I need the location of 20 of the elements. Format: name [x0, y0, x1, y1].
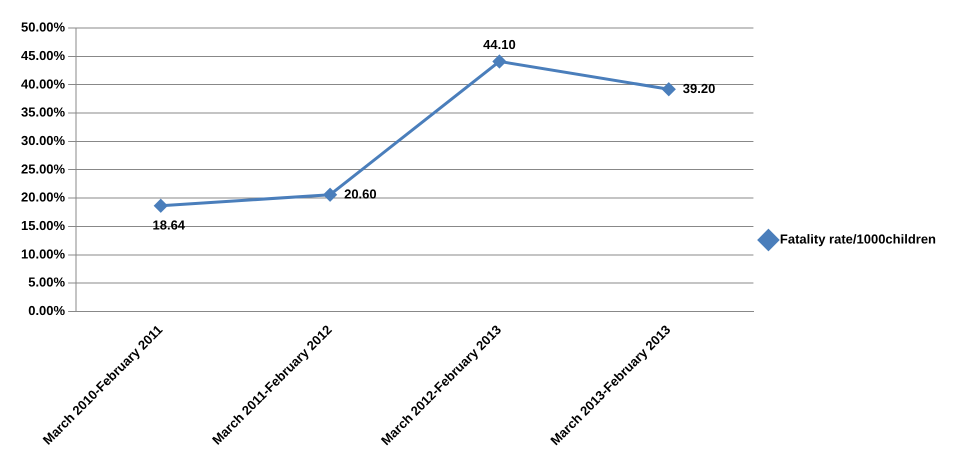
y-tick-label: 50.00%: [20, 20, 66, 35]
point: [154, 199, 168, 212]
y-tick-label: 35.00%: [20, 104, 66, 120]
point: [492, 54, 506, 68]
point: [324, 188, 337, 202]
y-tick-label: 20.00%: [20, 190, 66, 205]
y-tick-label: 5.00%: [28, 274, 66, 290]
data-label: 44.10: [483, 37, 516, 52]
data-label: 18.64: [152, 217, 186, 232]
y-tick-label: 40.00%: [20, 76, 66, 92]
data-label: 20.60: [344, 186, 377, 202]
data-label: 39.20: [682, 80, 716, 96]
legend-label: Fatality rate/1000children: [780, 232, 936, 247]
y-tick-label: 25.00%: [20, 161, 66, 176]
y-tick-label: 0.00%: [28, 303, 66, 318]
point: [662, 82, 676, 96]
y-tick-label: 15.00%: [20, 218, 66, 234]
y-tick-label: 10.00%: [20, 246, 66, 262]
y-tick-label: 30.00%: [20, 132, 66, 148]
y-tick-label: 45.00%: [20, 48, 66, 63]
